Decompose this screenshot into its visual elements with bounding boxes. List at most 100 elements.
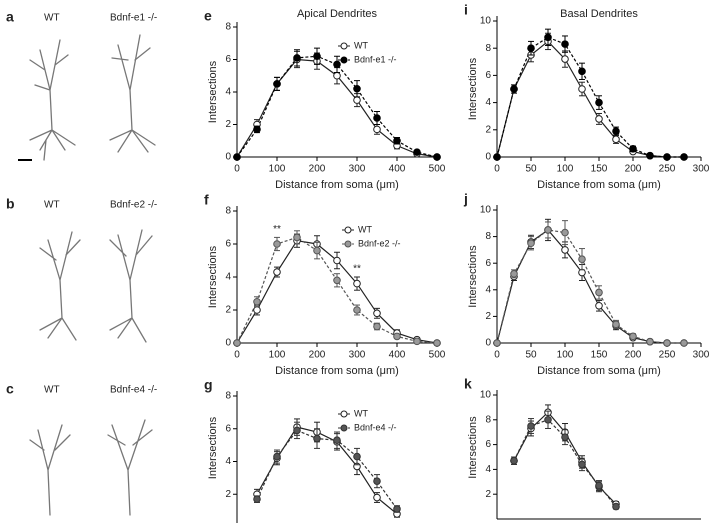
y-tick-label: 6 [225,54,231,65]
point [578,67,586,76]
y-tick-label: 8 [225,206,231,217]
point [433,339,441,347]
panel-letter: a [6,9,14,25]
point [595,98,603,107]
point [612,502,620,511]
x-tick-label: 300 [693,350,710,361]
point [253,495,261,503]
point [333,276,341,285]
point [595,301,603,310]
point [293,426,301,435]
point [333,256,341,265]
y-tick-label: 4 [485,97,491,108]
neuron-label: WT [44,385,60,396]
x-tick-label: 300 [349,164,366,175]
x-tick-label: 100 [269,350,286,361]
x-tick-label: 200 [309,350,326,361]
x-tick-label: 250 [659,350,676,361]
x-tick-label: 500 [429,350,446,361]
series-line [496,229,684,344]
point [293,54,301,62]
point [373,322,381,331]
y-tick-label: 2 [225,305,231,316]
y-axis-label: Intersections [207,416,219,479]
panel-letter: b [6,196,15,212]
point [313,52,321,61]
point [612,127,620,135]
legend-label: WT [358,224,372,234]
point [433,153,441,161]
x-tick-label: 300 [693,164,710,175]
y-tick-label: 2 [485,311,491,322]
y-tick-label: 8 [485,43,491,54]
point [373,125,381,134]
y-tick-label: 8 [485,231,491,242]
point [646,151,654,160]
x-tick-label: 100 [269,164,286,175]
neuron-label: WT [44,13,60,24]
neuron-label: Bdnf-e4 -/- [110,385,157,396]
point [253,125,261,134]
x-axis-label: Distance from soma (μm) [275,179,399,191]
y-tick-label: 2 [485,124,491,135]
point [561,55,569,63]
point [373,493,381,502]
y-tick-label: 8 [225,22,231,33]
y-tick-label: 8 [485,414,491,425]
series-line [496,40,684,158]
panel-letter: j [463,191,468,207]
chart-title: Apical Dendrites [297,8,378,20]
y-axis-label: Intersections [207,245,219,308]
point [333,71,341,80]
x-tick-label: 0 [494,350,500,361]
point [544,416,552,424]
y-tick-label: 6 [225,239,231,250]
y-tick-label: 2 [485,489,491,500]
series-line [496,36,684,158]
y-axis-label: Intersections [467,57,479,120]
point [612,320,620,329]
point [578,85,586,93]
y-tick-label: 6 [485,439,491,450]
point [561,228,569,237]
point [510,270,518,278]
point [527,44,535,53]
point [293,233,301,242]
point [527,239,535,248]
y-tick-label: 2 [225,489,231,500]
legend-label: WT [354,40,368,50]
panel-letter: k [464,376,472,392]
point [253,306,261,314]
y-axis-label: Intersections [207,60,219,123]
chart-title: Basal Dendrites [560,8,638,20]
point [578,255,586,264]
point [273,268,281,276]
point [595,288,603,297]
point [561,40,569,48]
y-tick-label: 10 [480,390,492,401]
point [663,153,671,161]
point [680,339,688,347]
legend-marker [340,424,348,432]
neuron-label: Bdnf-e1 -/- [110,13,157,24]
neuron-label: WT [44,200,60,211]
y-tick-label: 6 [485,70,491,81]
y-tick-label: 8 [225,391,231,402]
point [413,337,421,346]
x-tick-label: 250 [659,164,676,175]
x-tick-label: 100 [557,350,574,361]
point [393,332,401,341]
point [373,477,381,485]
point [353,452,361,461]
point [561,246,569,254]
x-axis-label: Distance from soma (μm) [537,179,661,191]
y-tick-label: 0 [485,152,491,163]
point [373,114,381,122]
point [561,433,569,441]
point [680,153,688,161]
legend-marker [340,42,348,50]
x-tick-label: 200 [625,164,642,175]
y-tick-label: 4 [225,272,231,283]
point [663,339,671,347]
point [493,153,501,161]
